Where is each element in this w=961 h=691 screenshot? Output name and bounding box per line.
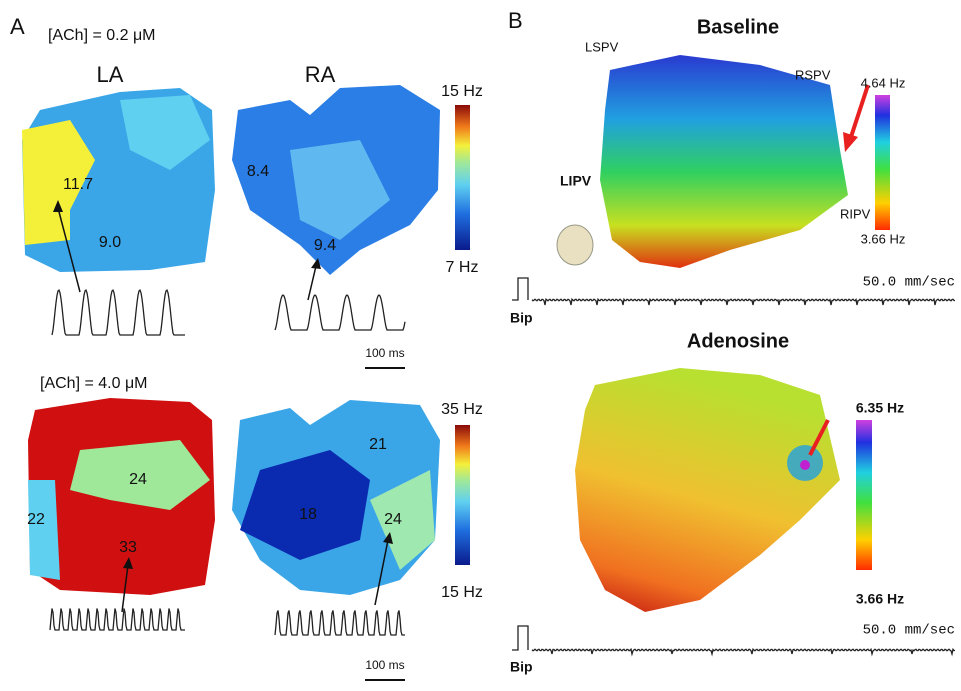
map-value: 22 [27, 511, 45, 528]
la-label: LA [97, 62, 124, 87]
trace [275, 295, 405, 330]
trace [532, 649, 955, 654]
color-bar [455, 105, 470, 250]
ra-label: RA [305, 62, 336, 87]
lead-label: Bip [510, 310, 533, 326]
map-value: 9.0 [99, 234, 121, 251]
la-map-region [28, 480, 60, 580]
map-title: Baseline [697, 16, 779, 38]
scale-max: 35 Hz [441, 401, 483, 418]
sweep-speed: 50.0 mm/sec [863, 275, 955, 291]
trace [532, 299, 955, 305]
map-value: 24 [384, 511, 402, 528]
map-value: 21 [369, 436, 387, 453]
scale-max: 15 Hz [441, 83, 483, 100]
sweep-speed: 50.0 mm/sec [863, 623, 955, 639]
map-value: 18 [299, 506, 317, 523]
time-scale: 100 ms [365, 346, 404, 360]
arrowhead [843, 132, 858, 152]
color-bar [875, 95, 890, 230]
time-scale: 100 ms [365, 658, 404, 672]
scale-min: 3.66 Hz [861, 231, 906, 246]
scale-max: 4.64 Hz [861, 75, 906, 90]
figure: A [ACh] = 0.2 μM LA RA 15 Hz 7 Hz 11.7 9… [0, 0, 961, 691]
map-value: 11.7 [63, 176, 93, 193]
map-hotspot [800, 460, 810, 470]
scale-min: 3.66 Hz [856, 591, 904, 607]
panel-label: A [10, 14, 25, 39]
vein-label: LIPV [560, 173, 592, 189]
map-value: 33 [119, 539, 137, 556]
color-bar [455, 425, 470, 565]
map-value: 24 [129, 471, 147, 488]
vein-label: RIPV [840, 206, 871, 221]
cartography-map [575, 368, 840, 612]
trace [52, 290, 185, 335]
concentration: [ACh] = 0.2 μM [48, 27, 155, 44]
red-arrow [850, 85, 868, 140]
heart-icon [557, 225, 593, 265]
color-bar [856, 420, 872, 570]
trace [50, 609, 185, 631]
concentration: [ACh] = 4.0 μM [40, 375, 147, 392]
panel-label: B [508, 8, 523, 33]
vein-label: RSPV [795, 67, 831, 82]
trace [275, 610, 405, 635]
scale-max: 6.35 Hz [856, 400, 904, 416]
calibration-pulse [512, 626, 528, 650]
calibration-pulse [512, 278, 528, 300]
vein-label: LSPV [585, 39, 619, 54]
map-value: 8.4 [247, 163, 269, 180]
cartography-map [600, 55, 848, 268]
map-title: Adenosine [687, 330, 789, 352]
map-value: 9.4 [314, 237, 336, 254]
scale-min: 15 Hz [441, 584, 483, 601]
scale-min: 7 Hz [446, 259, 479, 276]
lead-label: Bip [510, 659, 533, 675]
